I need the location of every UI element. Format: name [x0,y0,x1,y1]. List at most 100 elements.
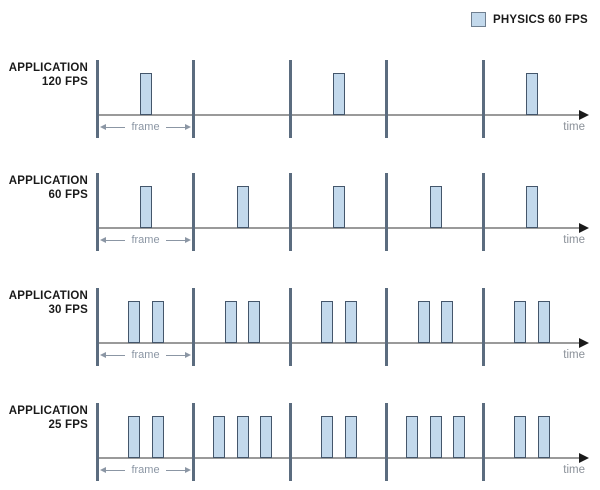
physics-step-bar [345,416,357,458]
frame-arrow-left-icon [100,124,106,130]
timeline-track: frame time [0,60,600,145]
frame-boundary-tick [192,288,195,366]
frame-boundary-tick [192,403,195,481]
frame-boundary-tick [482,60,485,138]
row-label-line2: 30 FPS [48,304,88,316]
physics-step-bar [538,301,550,343]
time-axis [97,227,581,229]
timeline-track: frame time [0,173,600,258]
row-label-25fps: APPLICATION 25 FPS [0,404,88,432]
row-label-line1: APPLICATION [8,62,88,74]
frame-span-label: frame [131,349,160,361]
frame-boundary-tick [192,60,195,138]
physics-step-bar [321,416,333,458]
row-label-30fps: APPLICATION 30 FPS [0,289,88,317]
physics-step-bar [140,73,152,115]
frame-boundary-tick [385,288,388,366]
frame-boundary-tick [96,288,99,366]
physics-step-bar [406,416,418,458]
frame-boundary-tick [385,60,388,138]
axis-arrowhead-icon [579,223,589,233]
physics-step-bar [152,416,164,458]
frame-boundary-tick [482,173,485,251]
physics-step-bar [418,301,430,343]
physics-step-bar [345,301,357,343]
frame-boundary-tick [289,60,292,138]
frame-span-annotation: frame [100,234,191,246]
row-label-line2: 60 FPS [48,189,88,201]
frame-arrow-right-icon [185,467,191,473]
row-label-line1: APPLICATION [8,405,88,417]
timeline-row-60fps: APPLICATION 60 FPS frame time [0,173,600,258]
physics-step-bar [526,186,538,228]
physics-step-bar [333,73,345,115]
physics-step-bar [538,416,550,458]
frame-arrow-right-icon [185,237,191,243]
frame-arrow-right-icon [185,352,191,358]
physics-step-bar [514,416,526,458]
axis-arrowhead-icon [579,110,589,120]
physics-step-swatch-icon [471,12,486,27]
row-label-line1: APPLICATION [8,175,88,187]
frame-boundary-tick [482,403,485,481]
frame-span-label: frame [131,121,160,133]
frame-boundary-tick [289,288,292,366]
frame-boundary-tick [289,403,292,481]
physics-step-bar [526,73,538,115]
physics-step-bar [128,416,140,458]
time-axis-label: time [563,234,585,246]
frame-span-label: frame [131,234,160,246]
time-axis [97,457,581,459]
frame-arrow-right-icon [185,124,191,130]
frame-span-annotation: frame [100,121,191,133]
legend: PHYSICS 60 FPS [471,12,588,27]
physics-step-bar [248,301,260,343]
frame-span-annotation: frame [100,349,191,361]
legend-label: PHYSICS 60 FPS [493,13,588,26]
time-axis-label: time [563,464,585,476]
physics-step-bar [430,416,442,458]
physics-step-bar [260,416,272,458]
physics-step-bar [225,301,237,343]
axis-arrowhead-icon [579,453,589,463]
physics-step-bar [213,416,225,458]
frame-span-label: frame [131,464,160,476]
row-label-line2: 120 FPS [41,76,88,88]
physics-step-bar [321,301,333,343]
frame-boundary-tick [96,403,99,481]
physics-step-bar [128,301,140,343]
physics-step-bar [441,301,453,343]
time-axis-label: time [563,121,585,133]
physics-step-bar [237,416,249,458]
physics-step-bar [140,186,152,228]
axis-arrowhead-icon [579,338,589,348]
row-label-line2: 25 FPS [48,419,88,431]
physics-step-bar [237,186,249,228]
frame-boundary-tick [385,403,388,481]
timeline-track: frame time [0,288,600,373]
timeline-row-25fps: APPLICATION 25 FPS frame time [0,403,600,488]
frame-boundary-tick [289,173,292,251]
frame-boundary-tick [96,173,99,251]
frame-arrow-left-icon [100,467,106,473]
time-axis-label: time [563,349,585,361]
timeline-track: frame time [0,403,600,488]
physics-step-bar [430,186,442,228]
time-axis [97,114,581,116]
frame-span-annotation: frame [100,464,191,476]
row-label-60fps: APPLICATION 60 FPS [0,174,88,202]
row-label-120fps: APPLICATION 120 FPS [0,61,88,89]
row-label-line1: APPLICATION [8,290,88,302]
frame-boundary-tick [385,173,388,251]
timeline-row-120fps: APPLICATION 120 FPS frame time [0,60,600,145]
physics-step-bar [514,301,526,343]
frame-arrow-left-icon [100,352,106,358]
frame-boundary-tick [192,173,195,251]
frame-boundary-tick [482,288,485,366]
physics-step-bar [453,416,465,458]
time-axis [97,342,581,344]
physics-step-bar [152,301,164,343]
timeline-row-30fps: APPLICATION 30 FPS frame time [0,288,600,373]
frame-boundary-tick [96,60,99,138]
